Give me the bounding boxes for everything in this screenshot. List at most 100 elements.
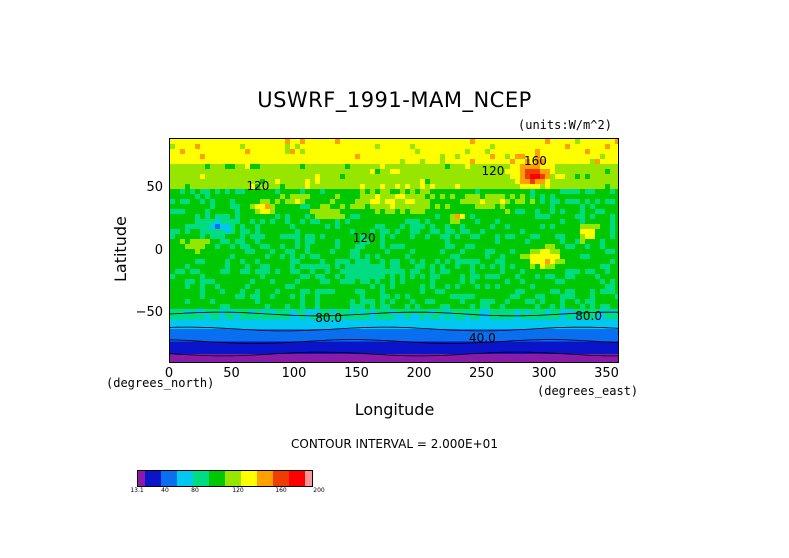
field-cell bbox=[220, 274, 226, 280]
field-cell bbox=[600, 284, 606, 290]
field-cell bbox=[530, 299, 536, 305]
field-cell bbox=[565, 279, 571, 285]
field-cell bbox=[220, 314, 226, 320]
field-cell bbox=[465, 314, 471, 320]
field-cell bbox=[180, 154, 186, 160]
field-cell bbox=[190, 314, 196, 320]
field-cell bbox=[400, 254, 406, 260]
field-cell bbox=[500, 209, 506, 215]
field-cell bbox=[485, 154, 491, 160]
field-cell bbox=[285, 259, 291, 265]
field-cell bbox=[285, 159, 291, 165]
field-cell bbox=[580, 184, 586, 190]
field-cell bbox=[360, 154, 366, 160]
field-cell bbox=[505, 139, 511, 145]
field-cell bbox=[410, 199, 416, 205]
field-cell bbox=[225, 204, 231, 210]
field-cell bbox=[400, 299, 406, 305]
field-cell bbox=[185, 239, 191, 245]
field-cell bbox=[610, 289, 616, 295]
field-cell bbox=[570, 214, 576, 220]
field-cell bbox=[490, 159, 496, 165]
field-cell bbox=[210, 164, 216, 170]
field-cell bbox=[570, 229, 576, 235]
field-cell bbox=[615, 299, 618, 305]
field-cell bbox=[575, 204, 581, 210]
field-cell bbox=[215, 279, 221, 285]
field-cell bbox=[260, 249, 266, 255]
field-cell bbox=[480, 209, 486, 215]
field-cell bbox=[170, 289, 176, 295]
field-cell bbox=[385, 244, 391, 250]
field-cell bbox=[350, 299, 356, 305]
field-cell bbox=[510, 234, 516, 240]
field-cell bbox=[185, 224, 191, 230]
field-cell bbox=[270, 169, 276, 175]
field-cell bbox=[595, 214, 601, 220]
field-cell bbox=[520, 154, 526, 160]
field-cell bbox=[565, 204, 571, 210]
field-cell bbox=[500, 284, 506, 290]
field-cell bbox=[330, 219, 336, 225]
field-cell bbox=[355, 244, 361, 250]
field-cell bbox=[520, 269, 526, 275]
field-cell bbox=[490, 234, 496, 240]
field-cell bbox=[355, 264, 361, 270]
field-cell bbox=[255, 214, 261, 220]
field-cell bbox=[445, 219, 451, 225]
field-cell bbox=[240, 284, 246, 290]
field-cell bbox=[590, 269, 596, 275]
field-cell bbox=[440, 204, 446, 210]
field-cell bbox=[395, 169, 401, 175]
field-cell bbox=[275, 234, 281, 240]
field-cell bbox=[230, 204, 236, 210]
field-cell bbox=[410, 274, 416, 280]
field-cell bbox=[170, 269, 176, 275]
field-cell bbox=[360, 279, 366, 285]
field-cell bbox=[425, 309, 431, 315]
field-cell bbox=[475, 274, 481, 280]
field-cell bbox=[550, 169, 556, 175]
field-cell bbox=[335, 284, 341, 290]
field-cell bbox=[465, 209, 471, 215]
field-cell bbox=[505, 279, 511, 285]
field-cell bbox=[240, 314, 246, 320]
field-cell bbox=[275, 199, 281, 205]
field-cell bbox=[350, 194, 356, 200]
field-cell bbox=[295, 179, 301, 185]
field-cell bbox=[585, 244, 591, 250]
field-cell bbox=[500, 174, 506, 180]
field-cell bbox=[190, 199, 196, 205]
field-cell bbox=[520, 179, 526, 185]
field-cell bbox=[520, 199, 526, 205]
field-cell bbox=[250, 229, 256, 235]
field-cell bbox=[360, 164, 366, 170]
field-cell bbox=[370, 239, 376, 245]
field-cell bbox=[210, 194, 216, 200]
field-cell bbox=[345, 294, 351, 300]
field-cell bbox=[270, 214, 276, 220]
field-cell bbox=[285, 154, 291, 160]
field-cell bbox=[370, 154, 376, 160]
field-cell bbox=[300, 149, 306, 155]
field-cell bbox=[245, 284, 251, 290]
field-cell bbox=[490, 294, 496, 300]
field-cell bbox=[315, 144, 321, 150]
field-cell bbox=[260, 259, 266, 265]
field-cell bbox=[410, 159, 416, 165]
field-cell bbox=[370, 224, 376, 230]
field-cell bbox=[360, 149, 366, 155]
field-cell bbox=[520, 294, 526, 300]
contour-label: 160 bbox=[524, 153, 547, 168]
field-cell bbox=[260, 159, 266, 165]
field-cell bbox=[430, 259, 436, 265]
field-cell bbox=[370, 249, 376, 255]
field-cell bbox=[390, 179, 396, 185]
field-cell bbox=[465, 254, 471, 260]
field-cell bbox=[555, 309, 561, 315]
field-cell bbox=[395, 289, 401, 295]
field-cell bbox=[585, 269, 591, 275]
field-cell bbox=[605, 299, 611, 305]
contour-interval: CONTOUR INTERVAL = 2.000E+01 bbox=[291, 437, 498, 451]
field-cell bbox=[385, 294, 391, 300]
